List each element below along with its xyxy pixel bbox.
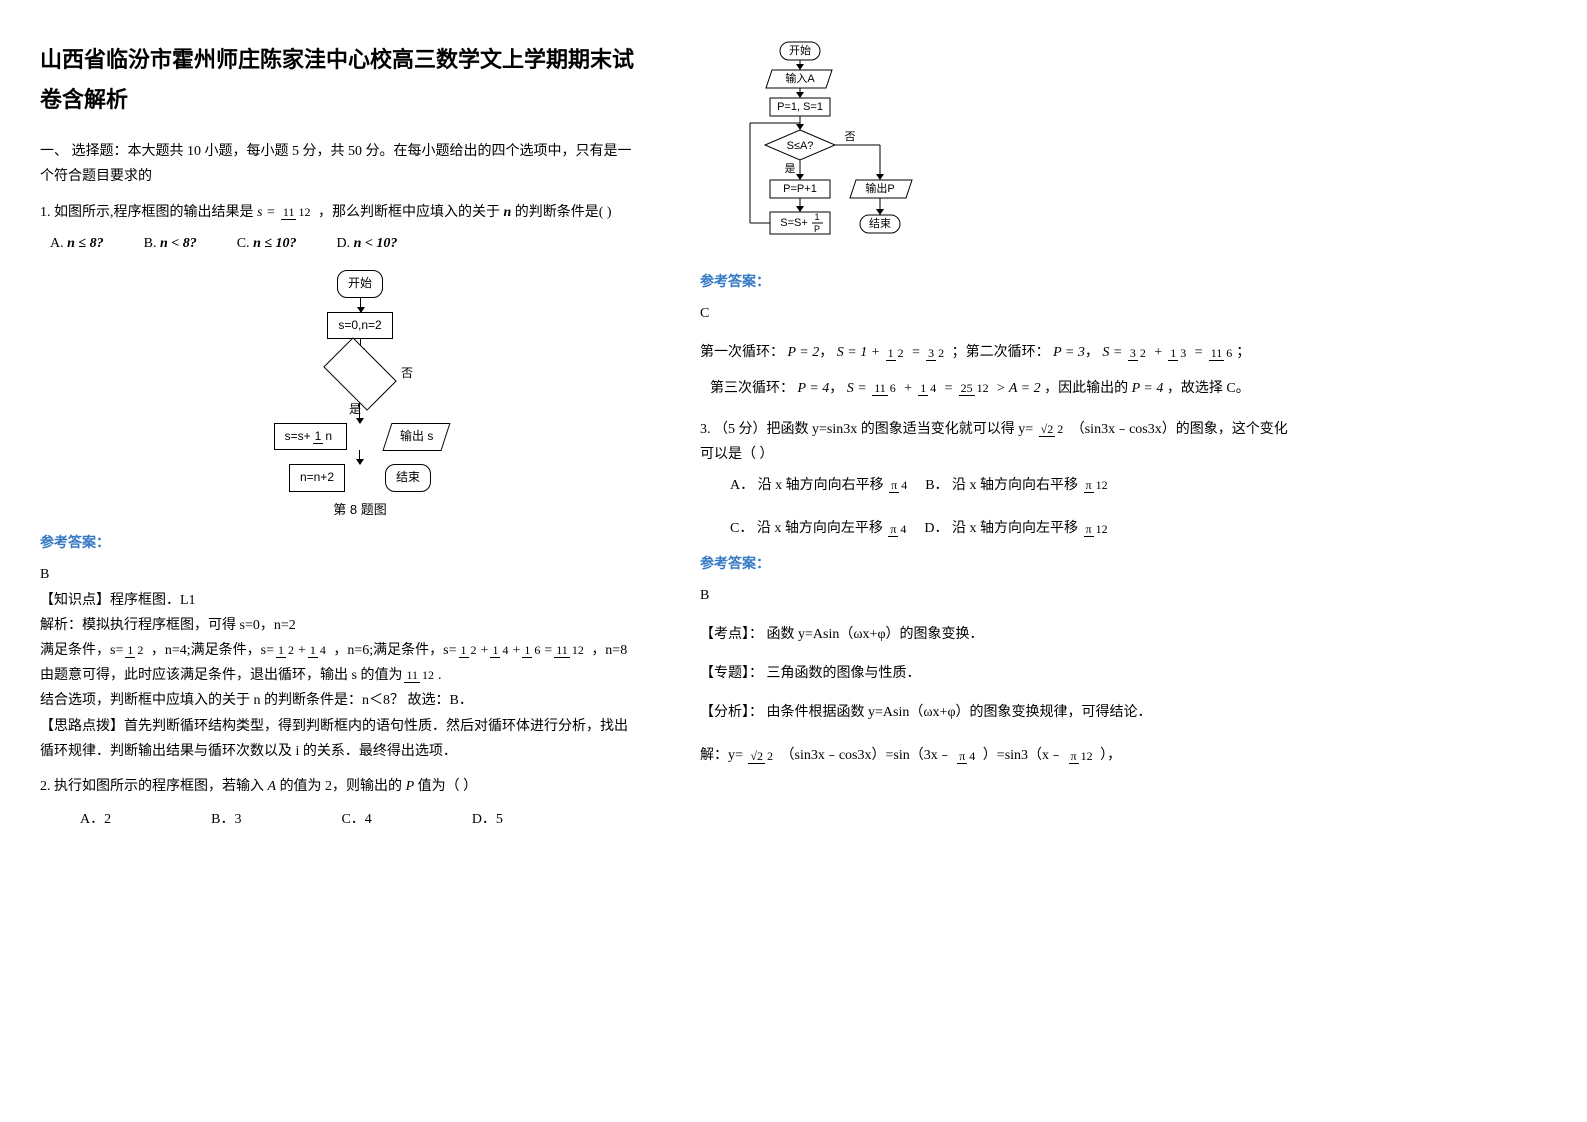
- q2-answer: C 第一次循环： P = 2， S = 1 + 12 = 32 ；第二次循环： …: [700, 301, 1300, 401]
- q3-options: A． 沿 x 轴方向向右平移 π4 B． 沿 x 轴方向向右平移 π12 C． …: [730, 473, 1300, 541]
- q2-answer-line2: 第三次循环： P = 4， S = 116 + 14 = 2512 > A = …: [710, 376, 1300, 401]
- q2-answer-label: 参考答案：: [700, 270, 1300, 295]
- question-2: 2. 执行如图所示的程序框图，若输入 A 的值为 2，则输出的 P 值为（ ）: [40, 774, 640, 799]
- q1-option-d: D. n < 10?: [337, 231, 398, 256]
- svg-text:S≤A?: S≤A?: [787, 140, 814, 152]
- flow-output: 输出 s: [383, 423, 451, 451]
- q3-answer-line3: 【分析】： 由条件根据函数 y=Asin（ωx+φ）的图象变换规律，可得结论．: [700, 700, 1300, 725]
- svg-text:开始: 开始: [789, 43, 811, 57]
- q1-frac-s: 1112: [281, 206, 313, 219]
- q3-answer-letter: B: [700, 583, 1300, 608]
- svg-text:是: 是: [785, 162, 796, 175]
- flow-init: s=0,n=2: [327, 312, 392, 340]
- q1-text-c: 的判断条件是( ): [515, 205, 612, 220]
- flow-end: 结束: [385, 464, 431, 492]
- flow-inc: n=n+2: [289, 464, 345, 492]
- q1-flowchart: 开始 s=0,n=2 否 是 s=s+1n: [80, 270, 640, 521]
- q2-answer-line1: 第一次循环： P = 2， S = 1 + 12 = 32 ；第二次循环： P …: [700, 340, 1300, 365]
- section-header: 一、 选择题：本大题共 10 小题，每小题 5 分，共 50 分。在每小题给出的…: [40, 139, 640, 189]
- svg-text:P: P: [814, 224, 820, 234]
- q3-answer-label: 参考答案：: [700, 552, 1300, 577]
- svg-text:输出P: 输出P: [865, 181, 894, 195]
- q3-option-d: D． 沿 x 轴方向向左平移 π12: [924, 521, 1111, 536]
- q1-option-c: C. n ≤ 10?: [237, 231, 297, 256]
- q3-answer-line4: 解：y= √22 （sin3x﹣cos3x）=sin（3x﹣ π4 ）=sin3…: [700, 743, 1300, 768]
- q2-option-b: B．3: [211, 807, 241, 832]
- flow-start: 开始: [337, 270, 383, 298]
- q1-text-b: ，那么判断框中应填入的关于: [318, 205, 500, 220]
- q2-answer-letter: C: [700, 301, 1300, 326]
- flow-caption: 第 8 题图: [80, 498, 640, 521]
- question-1: 1. 如图所示,程序框图的输出结果是 s = 1112 ，那么判断框中应填入的关…: [40, 200, 640, 225]
- svg-text:P=P+1: P=P+1: [783, 183, 817, 195]
- q2-flowchart: 开始 输入A P=1, S=1 S≤A? 否 是 P=P+1 输出P: [700, 40, 930, 260]
- q3-answer-line1: 【考点】： 函数 y=Asin（ωx+φ）的图象变换．: [700, 622, 1300, 647]
- q3-option-a: A． 沿 x 轴方向向右平移 π4: [730, 478, 911, 493]
- q3-option-c: C． 沿 x 轴方向向左平移 π4: [730, 521, 910, 536]
- q1-option-a: A. n ≤ 8?: [50, 231, 104, 256]
- q1-text-a: 1. 如图所示,程序框图的输出结果是: [40, 205, 254, 220]
- flow-no-label: 否: [401, 363, 413, 385]
- q1-option-b: B. n < 8?: [144, 231, 197, 256]
- q3-answer-line2: 【专题】： 三角函数的图像与性质．: [700, 661, 1300, 686]
- question-3: 3. （5 分）把函数 y=sin3x 的图象适当变化就可以得 y= √22 （…: [700, 417, 1300, 467]
- q2-options: A．2 B．3 C．4 D．5: [80, 807, 640, 832]
- q1-answer-line2: 解析：模拟执行程序框图，可得 s=0，n=2: [40, 613, 640, 638]
- q2-option-a: A．2: [80, 807, 111, 832]
- q3-answer: B 【考点】： 函数 y=Asin（ωx+φ）的图象变换． 【专题】： 三角函数…: [700, 583, 1300, 769]
- q1-answer-line1: 【知识点】程序框图．L1: [40, 588, 640, 613]
- q1-var-s: s =: [257, 205, 275, 220]
- q2-option-c: C．4: [341, 807, 371, 832]
- q1-var-n: n: [503, 205, 511, 220]
- svg-text:结束: 结束: [869, 217, 891, 230]
- svg-text:S=S+: S=S+: [780, 217, 808, 229]
- q1-answer: B 【知识点】程序框图．L1 解析：模拟执行程序框图，可得 s=0，n=2 满足…: [40, 562, 640, 764]
- q1-answer-label: 参考答案：: [40, 531, 640, 556]
- q1-answer-line5: 结合选项，判断框中应填入的关于 n 的判断条件是：n＜8？ 故选：B．: [40, 688, 640, 713]
- flow-calc: s=s+1n: [274, 423, 347, 451]
- svg-text:否: 否: [845, 131, 856, 143]
- q2-option-d: D．5: [472, 807, 503, 832]
- q1-answer-line4: 由题意可得，此时应该满足条件，退出循环，输出 s 的值为1112.: [40, 663, 640, 688]
- q3-option-b: B． 沿 x 轴方向向右平移 π12: [925, 478, 1111, 493]
- svg-text:1: 1: [814, 212, 819, 222]
- q1-answer-line6: 【思路点拨】首先判断循环结构类型，得到判断框内的语句性质．然后对循环体进行分析，…: [40, 714, 640, 764]
- page-title: 山西省临汾市霍州师庄陈家洼中心校高三数学文上学期期末试卷含解析: [40, 40, 640, 119]
- q1-options: A. n ≤ 8? B. n < 8? C. n ≤ 10? D. n < 10…: [50, 231, 640, 256]
- svg-text:P=1, S=1: P=1, S=1: [777, 101, 823, 113]
- svg-text:输入A: 输入A: [785, 71, 815, 85]
- q1-answer-letter: B: [40, 562, 640, 587]
- q1-answer-line3: 满足条件，s=12 ，n=4;满足条件，s=12+14 ，n=6;满足条件，s=…: [40, 638, 640, 663]
